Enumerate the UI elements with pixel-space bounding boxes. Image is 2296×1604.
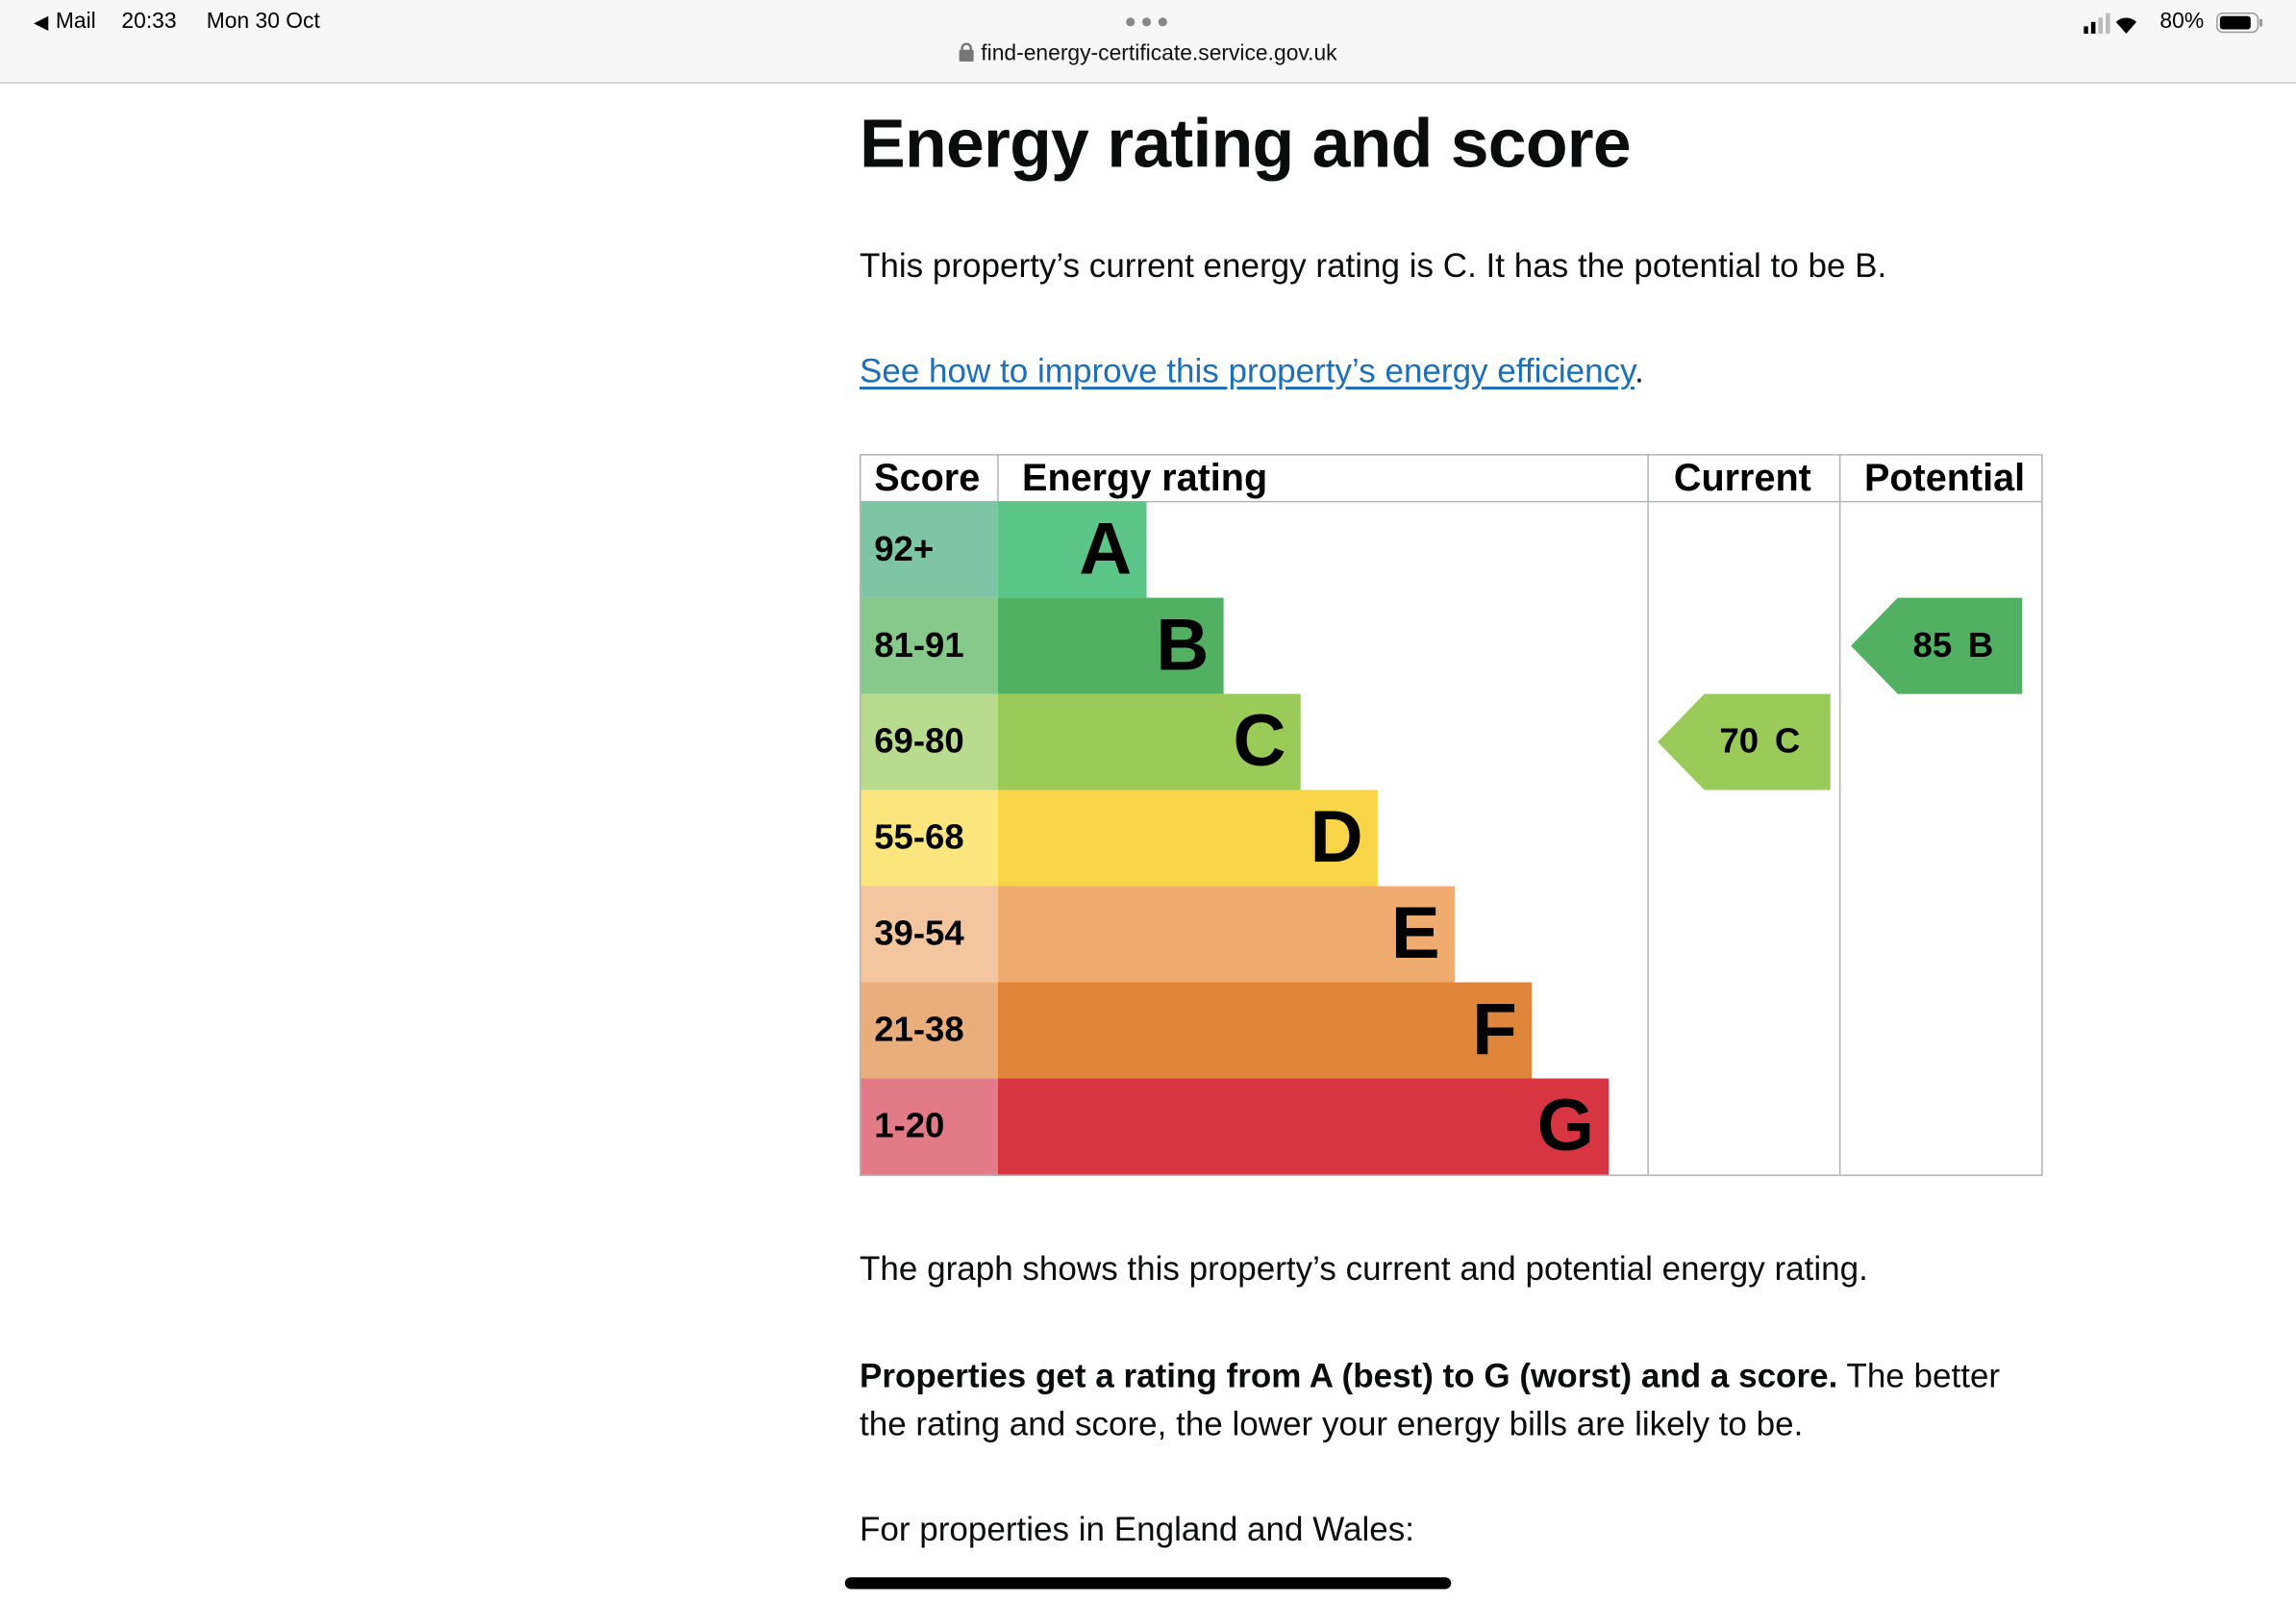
rating-letter: B [1156, 604, 1209, 686]
intro: This property’s current energy rating is… [860, 245, 1887, 285]
back-arrow[interactable] [33, 14, 50, 32]
link-punctuation: . [1635, 351, 1644, 390]
url: find-energy-certificate.service.gov.uk [981, 40, 1337, 66]
tab-dots[interactable] [1125, 16, 1172, 28]
battery-icon [2216, 12, 2263, 34]
current-score: 70 [1719, 721, 1759, 761]
potential-arrow [1851, 597, 2023, 694]
rating-bar [997, 886, 1455, 983]
score-cell [861, 982, 998, 1079]
header: Potential [1864, 457, 2025, 499]
header: Score [874, 457, 980, 499]
rating-letter: A [1079, 508, 1132, 589]
rating-letter: C [1233, 700, 1285, 782]
score-range: 69-80 [874, 721, 963, 761]
region-note: For properties in England and Wales: [860, 1510, 1415, 1548]
score-cell [861, 693, 998, 790]
score-range: 1-20 [874, 1106, 944, 1145]
score-cell [861, 886, 998, 983]
rating-bar [997, 789, 1378, 887]
header: Energy rating [1022, 457, 1267, 499]
back-app[interactable]: Mail [55, 9, 96, 35]
score-range: 92+ [874, 529, 934, 568]
explanation-text: The better the rating and score, the low… [860, 1356, 2001, 1443]
current-arrow [1658, 693, 1831, 790]
rating-bar [997, 1078, 1610, 1175]
rating-bar [997, 597, 1224, 694]
score-range: 81-91 [874, 625, 963, 664]
rating-bar [997, 982, 1533, 1079]
score-range: 39-54 [874, 914, 964, 953]
chart-border [860, 454, 2043, 1176]
graph-note: The graph shows this property’s current … [860, 1249, 1868, 1288]
score-cell [861, 597, 998, 694]
rating-letter: G [1537, 1085, 1594, 1166]
signal-wifi [2084, 13, 2137, 35]
score-range: 55-68 [874, 817, 963, 857]
time: 20:33 [121, 9, 177, 35]
lock-icon [959, 42, 974, 62]
potential-letter: B [1968, 625, 1993, 664]
home-indicator [844, 1577, 1452, 1590]
bold-lead: Properties get a rating from A (best) to… [860, 1356, 1838, 1394]
battery-level: 80% [2159, 9, 2205, 35]
potential-score: 85 [1913, 625, 1953, 664]
address-bar[interactable]: find-energy-certificate.service.gov.uk [0, 41, 2296, 66]
rating-explanation: Properties get a rating from A (best) to… [860, 1352, 2046, 1449]
link-line: See how to improve this property’s energ… [860, 347, 2046, 395]
rating-letter: E [1391, 892, 1440, 974]
improve-link[interactable]: See how to improve this property’s energ… [860, 351, 1635, 390]
score-cell [861, 1078, 998, 1175]
heading: Energy rating and score [860, 104, 1632, 182]
score-range: 21-38 [874, 1010, 963, 1049]
current-letter: C [1775, 721, 1800, 761]
date: Mon 30 Oct [206, 9, 320, 35]
rating-letter: F [1472, 989, 1517, 1070]
browser-chrome: Mail 20:33 Mon 30 Oct 80% find-energy-ce… [0, 0, 2296, 84]
header: Current [1674, 457, 1811, 499]
rating-bar [997, 501, 1147, 598]
score-cell [861, 789, 998, 887]
rating-bar [997, 693, 1301, 790]
rating-letter: D [1310, 796, 1363, 878]
score-cell [861, 501, 998, 598]
